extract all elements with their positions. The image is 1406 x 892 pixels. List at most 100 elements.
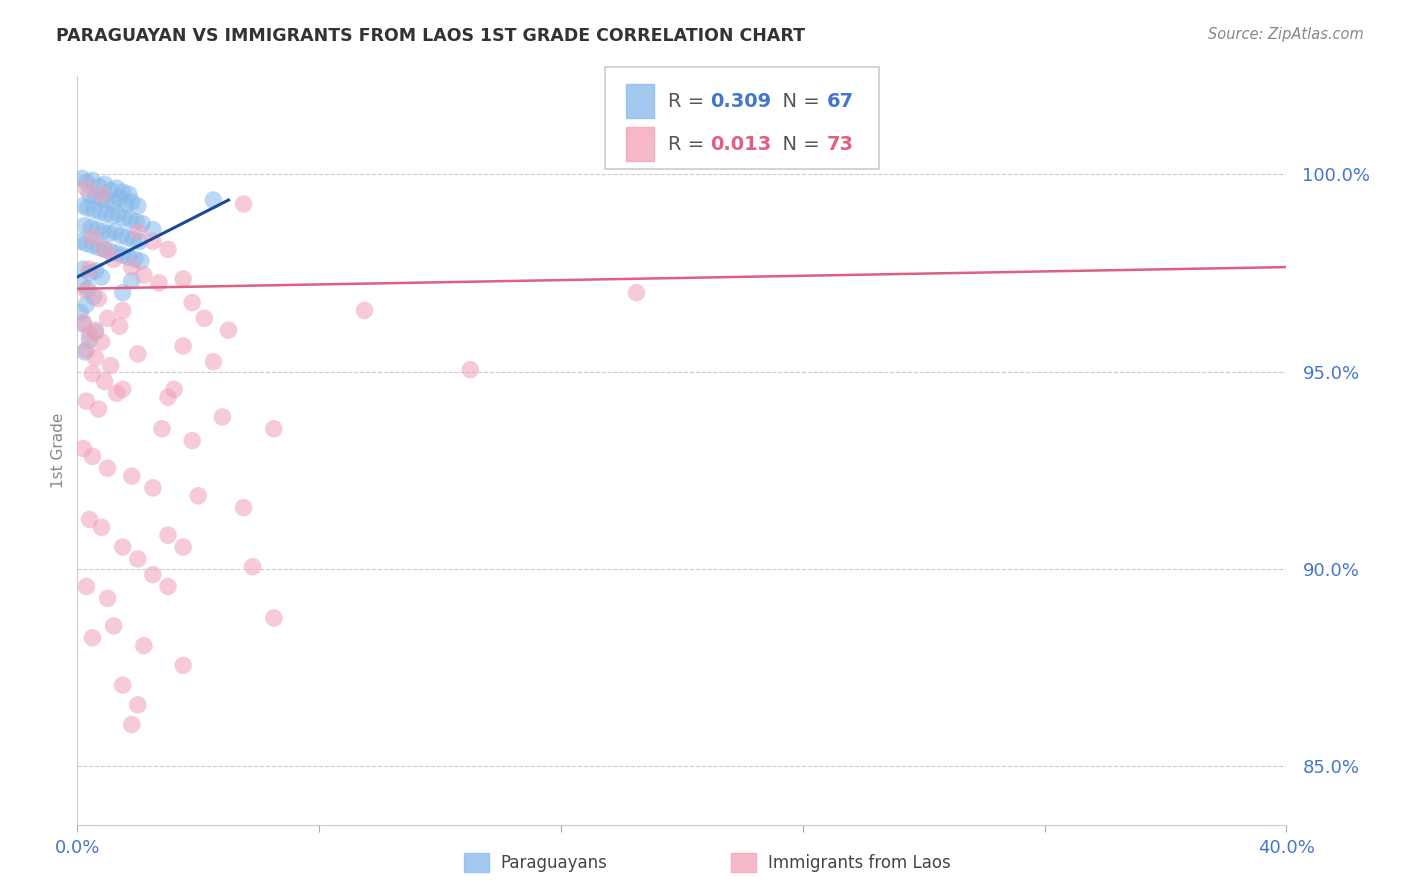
Point xyxy=(112,211,135,225)
Point xyxy=(84,325,107,339)
Point xyxy=(75,343,97,357)
Point xyxy=(125,215,148,229)
Point xyxy=(83,290,105,304)
Point xyxy=(90,334,112,349)
Point xyxy=(90,269,112,284)
Point xyxy=(263,611,285,625)
Point xyxy=(82,631,104,645)
Point xyxy=(626,285,648,300)
Text: R =: R = xyxy=(668,92,710,111)
Point xyxy=(120,212,142,227)
Point xyxy=(72,318,94,332)
Point xyxy=(111,248,134,262)
Point xyxy=(90,191,112,205)
Point xyxy=(127,225,149,239)
Point xyxy=(172,272,194,286)
Point xyxy=(93,375,115,389)
Point xyxy=(84,264,107,278)
Point xyxy=(131,217,153,231)
Point xyxy=(111,382,134,396)
Point xyxy=(91,225,114,239)
Point xyxy=(118,187,141,202)
Point xyxy=(75,175,97,189)
Point xyxy=(104,225,127,239)
Point xyxy=(108,191,131,205)
Point xyxy=(150,422,173,436)
Point xyxy=(202,355,225,369)
Point xyxy=(124,252,146,267)
Point xyxy=(72,315,94,329)
Point xyxy=(127,199,149,213)
Point xyxy=(94,207,117,221)
Point xyxy=(100,244,122,259)
Point xyxy=(114,197,136,211)
Point xyxy=(87,240,110,254)
Point xyxy=(72,262,94,277)
Text: 0.013: 0.013 xyxy=(710,135,772,154)
Point xyxy=(96,461,118,475)
Point xyxy=(121,194,143,209)
Point xyxy=(157,390,180,404)
Point xyxy=(79,262,101,277)
Point xyxy=(128,235,150,249)
Text: 73: 73 xyxy=(827,135,853,154)
Point xyxy=(107,207,129,221)
Point xyxy=(218,323,240,337)
Point xyxy=(118,250,141,264)
Point xyxy=(72,199,94,213)
Point xyxy=(93,178,115,192)
Point xyxy=(211,409,233,424)
Text: N =: N = xyxy=(770,135,827,154)
Point xyxy=(105,181,128,195)
Point xyxy=(82,450,104,464)
Point xyxy=(127,347,149,361)
Point xyxy=(83,202,105,217)
Point xyxy=(93,243,115,257)
Point xyxy=(132,268,155,282)
Y-axis label: 1st Grade: 1st Grade xyxy=(51,413,66,488)
Point xyxy=(75,236,97,251)
Point xyxy=(75,394,97,409)
Point xyxy=(121,469,143,483)
Point xyxy=(75,297,97,311)
Point xyxy=(121,274,143,288)
Point xyxy=(121,260,143,274)
Point xyxy=(202,193,225,207)
Point xyxy=(129,254,152,268)
Point xyxy=(79,266,101,280)
Point xyxy=(69,305,91,319)
Point xyxy=(79,333,101,347)
Point xyxy=(96,591,118,606)
Point xyxy=(82,367,104,381)
Point xyxy=(72,442,94,456)
Point xyxy=(84,189,107,203)
Point xyxy=(82,238,104,252)
Point xyxy=(105,386,128,401)
Point xyxy=(111,285,134,300)
Point xyxy=(82,173,104,187)
Text: Source: ZipAtlas.com: Source: ZipAtlas.com xyxy=(1208,27,1364,42)
Text: N =: N = xyxy=(770,92,827,111)
Point xyxy=(115,230,138,244)
Point xyxy=(111,303,134,318)
Point xyxy=(79,327,101,342)
Point xyxy=(132,639,155,653)
Point xyxy=(96,193,118,207)
Point xyxy=(96,311,118,326)
Point xyxy=(172,339,194,353)
Text: Immigrants from Laos: Immigrants from Laos xyxy=(768,854,950,871)
Point xyxy=(111,185,134,199)
Point xyxy=(103,252,125,267)
Point xyxy=(181,434,204,448)
Point xyxy=(77,201,100,215)
Point xyxy=(75,284,97,298)
Point xyxy=(73,219,96,233)
Point xyxy=(263,422,285,436)
Point xyxy=(89,205,111,219)
Point xyxy=(105,246,128,260)
Point xyxy=(157,243,180,257)
Point xyxy=(111,678,134,692)
Point xyxy=(77,282,100,296)
Point xyxy=(75,181,97,195)
Point xyxy=(353,303,375,318)
